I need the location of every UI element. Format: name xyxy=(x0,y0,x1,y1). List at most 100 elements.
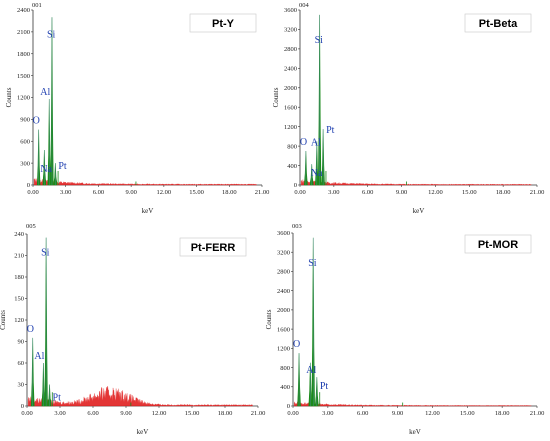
y-tick-label: 2400 xyxy=(277,288,290,295)
peak-group xyxy=(30,237,132,407)
peak-group xyxy=(36,17,137,186)
element-label-o: O xyxy=(33,116,40,127)
x-tick-label: 9.00 xyxy=(392,410,403,417)
element-label-o: O xyxy=(300,137,307,148)
x-tick-label: 18.00 xyxy=(218,410,233,417)
x-tick-label: 9.00 xyxy=(125,189,136,196)
x-tick-label: 3.00 xyxy=(60,189,71,196)
element-label-si: Si xyxy=(308,258,317,269)
x-tick-label: 0.00 xyxy=(287,410,298,417)
element-label-al: Al xyxy=(306,365,316,376)
chart-title: Pt-FERR xyxy=(191,242,236,254)
x-tick-label: 3.00 xyxy=(322,410,333,417)
chart-title: Pt-Beta xyxy=(479,18,518,30)
x-axis-label: keV xyxy=(142,207,154,215)
spectrum-panel-pt-beta: 004 0 400 800 1200 1600 2000 2400 2800 3200 3600 0.… xyxy=(272,0,550,220)
x-tick-label: 9.00 xyxy=(120,410,131,417)
x-tick-label: 3.00 xyxy=(54,410,65,417)
y-tick-label: 1600 xyxy=(277,326,290,333)
y-tick-label: 1500 xyxy=(17,73,30,80)
x-tick-label: 9.00 xyxy=(396,189,407,196)
x-tick-label: 12.00 xyxy=(157,189,172,196)
element-label-al: Al xyxy=(311,137,321,148)
y-tick-label: 2100 xyxy=(17,29,30,36)
y-tick-label: 2400 xyxy=(17,7,30,14)
y-tick-label: 2000 xyxy=(284,85,297,92)
y-tick-label: 3200 xyxy=(284,27,297,34)
background-continuum xyxy=(33,178,257,186)
spectrum-panel-pt-y: 001 0 300 600 900 1200 1500 1800 2100 2400 0.00 3.0… xyxy=(0,0,275,220)
spectrum-chart: 005 0 30 60 90 120 150 180 210 240 0.00 3.00 6.00 9.0… xyxy=(0,223,266,436)
x-tick-label: 0.00 xyxy=(27,189,38,196)
y-tick-label: 3200 xyxy=(277,249,290,256)
x-tick-label: 3.00 xyxy=(328,189,339,196)
y-tick-label: 1600 xyxy=(284,104,297,111)
y-tick-label: 400 xyxy=(280,384,290,391)
x-tick-label: 12.00 xyxy=(428,189,443,196)
title-box xyxy=(179,237,247,257)
element-label-pt: Pt xyxy=(58,161,67,172)
element-label-o: O xyxy=(293,339,300,350)
y-tick-label: 1200 xyxy=(284,124,297,131)
x-tick-label: 21.00 xyxy=(530,410,545,417)
element-label-si: Si xyxy=(41,248,50,259)
x-tick-label: 6.00 xyxy=(87,410,98,417)
x-axis-label: keV xyxy=(409,428,421,436)
panel-number: 004 xyxy=(299,2,310,9)
y-tick-label: 60 xyxy=(18,360,25,367)
x-tick-label: 6.00 xyxy=(93,189,104,196)
element-label-o: O xyxy=(27,324,34,335)
element-label-na: Na xyxy=(40,164,52,175)
x-tick-label: 15.00 xyxy=(189,189,204,196)
element-label-al: Al xyxy=(34,351,44,362)
x-tick-label: 12.00 xyxy=(152,410,167,417)
y-tick-label: 240 xyxy=(14,231,24,238)
y-axis-label: Counts xyxy=(5,87,13,107)
x-tick-label: 15.00 xyxy=(185,410,200,417)
title-box xyxy=(464,13,532,33)
y-tick-label: 2400 xyxy=(284,66,297,73)
y-tick-label: 150 xyxy=(14,296,24,303)
y-axis-label: Counts xyxy=(272,87,280,107)
y-tick-label: 1200 xyxy=(17,95,30,102)
chart-title: Pt-Y xyxy=(212,18,235,30)
panel-number: 003 xyxy=(292,223,302,230)
background-continuum xyxy=(300,179,532,186)
y-tick-label: 2000 xyxy=(277,307,290,314)
spectrum-panel-pt-mor: 003 0 400 800 1200 1600 2000 2400 2800 3200 3600 0.… xyxy=(265,221,550,441)
panel-number: 005 xyxy=(26,223,36,230)
chart-title: Pt-MOR xyxy=(478,239,518,251)
y-tick-label: 800 xyxy=(287,143,297,150)
x-tick-label: 0.00 xyxy=(21,410,32,417)
y-tick-label: 800 xyxy=(280,365,290,372)
y-tick-label: 0 xyxy=(287,403,290,410)
y-tick-label: 3600 xyxy=(284,7,297,14)
title-box xyxy=(464,234,532,254)
panel-number: 001 xyxy=(32,2,42,9)
x-tick-label: 12.00 xyxy=(425,410,440,417)
y-axis-label: Counts xyxy=(0,310,7,330)
y-tick-label: 400 xyxy=(287,163,297,170)
title-box xyxy=(189,13,257,33)
y-axis-label: Counts xyxy=(265,309,273,329)
y-tick-label: 300 xyxy=(20,160,30,167)
element-label-si: Si xyxy=(47,29,56,40)
spectrum-chart: 001 0 300 600 900 1200 1500 1800 2100 2400 0.00 3.0… xyxy=(5,2,270,215)
y-tick-label: 0 xyxy=(27,182,30,189)
y-tick-label: 2800 xyxy=(277,269,290,276)
y-tick-label: 1200 xyxy=(277,346,290,353)
y-tick-label: 210 xyxy=(14,253,24,260)
x-tick-label: 6.00 xyxy=(362,189,373,196)
x-axis-label: keV xyxy=(137,428,149,436)
spectrum-panel-pt-ferr: 005 0 30 60 90 120 150 180 210 240 0.00 3.00 6.00 9.0… xyxy=(0,221,275,441)
element-label-pt: Pt xyxy=(53,393,62,404)
y-tick-label: 1800 xyxy=(17,51,30,58)
x-tick-label: 18.00 xyxy=(495,410,510,417)
x-tick-label: 21.00 xyxy=(255,189,270,196)
element-label-na: Na xyxy=(311,168,323,179)
x-tick-label: 15.00 xyxy=(462,189,477,196)
y-tick-label: 30 xyxy=(18,382,25,389)
y-tick-label: 120 xyxy=(14,317,24,324)
x-tick-label: 21.00 xyxy=(251,410,266,417)
x-tick-label: 18.00 xyxy=(496,189,511,196)
